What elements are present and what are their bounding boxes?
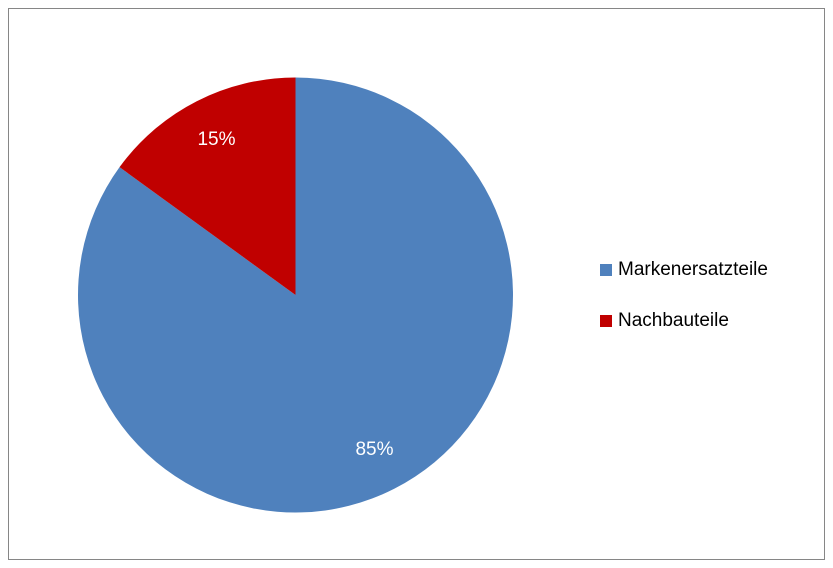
pie-slice [119,77,296,295]
legend-label: Markenersatzteile [618,259,768,280]
slice-label: 15% [197,129,235,150]
slice-label: 85% [355,439,393,460]
legend-swatch [600,264,612,276]
legend-label: Nachbauteile [618,310,729,331]
legend-swatch [600,315,612,327]
